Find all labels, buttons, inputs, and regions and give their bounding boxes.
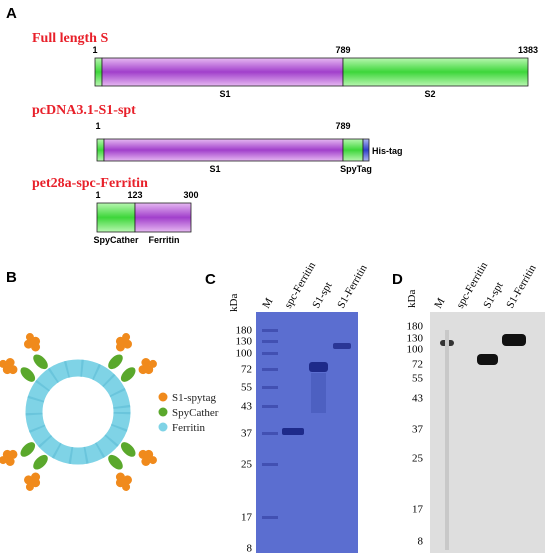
marker-label: 100 [407, 344, 424, 356]
position: 1 [95, 121, 100, 131]
lane-label: M [260, 296, 275, 311]
marker-label: 43 [241, 401, 253, 413]
panel-label: D [392, 271, 403, 288]
position: 300 [183, 190, 198, 200]
domain-label: SpyTag [340, 164, 372, 174]
unit-label: kDa [228, 294, 240, 312]
legend-swatch [158, 422, 168, 432]
unit-label: kDa [406, 290, 418, 308]
marker-label: 37 [412, 424, 424, 436]
domain-label: S1 [219, 89, 230, 99]
panel-label: B [6, 269, 17, 286]
blot [430, 312, 545, 553]
marker-label: 130 [236, 336, 253, 348]
marker-label: 17 [241, 512, 253, 524]
legend-label: Ferritin [172, 422, 205, 434]
marker-label: 55 [412, 373, 424, 385]
domain-label: S1 [209, 164, 220, 174]
domain-label: His-tag [372, 146, 403, 156]
legend-swatch [158, 407, 168, 417]
marker-label: 25 [241, 459, 253, 471]
marker-label: 37 [241, 428, 253, 440]
position: 123 [127, 190, 142, 200]
lane-label: S1-Ferritin [504, 262, 539, 310]
construct-bar [96, 138, 370, 162]
marker-labels: 180 130 100 72 55 43 37 25 17 8 [236, 325, 253, 555]
marker-label: 43 [412, 393, 424, 405]
construct-bar [94, 57, 529, 87]
position: 1 [92, 45, 97, 55]
ferritin-diagram [0, 330, 160, 494]
lane-label: S1-spt [481, 280, 505, 310]
construct-bar [96, 202, 192, 233]
legend-swatch [158, 392, 168, 402]
construct-name: Full length S [32, 31, 108, 46]
marker-label: 55 [241, 382, 253, 394]
position: 789 [335, 121, 350, 131]
position: 1383 [518, 45, 538, 55]
marker-label: 17 [412, 504, 424, 516]
marker-labels: 180 130 100 72 55 43 37 25 17 8 [407, 321, 424, 548]
domain-label: SpyCather [93, 235, 139, 245]
domain-label: S2 [424, 89, 435, 99]
marker-label: 100 [236, 348, 253, 360]
lane-label: S1-spt [310, 280, 334, 310]
marker-label: 8 [418, 536, 424, 548]
marker-label: 180 [236, 325, 253, 337]
domain-label: Ferritin [148, 235, 179, 245]
lane-label: S1-Ferritin [335, 262, 370, 310]
construct-name: pet28a-spc-Ferritin [32, 176, 148, 191]
marker-label: 180 [407, 321, 424, 333]
marker-label: 8 [247, 543, 253, 555]
marker-label: 72 [241, 364, 252, 376]
legend-label: SpyCather [172, 407, 219, 419]
marker-label: 130 [407, 333, 424, 345]
gel [256, 312, 358, 553]
lane-label: M [432, 296, 447, 311]
panel-label: A [6, 5, 17, 22]
construct-name: pcDNA3.1-S1-spt [32, 103, 136, 118]
legend-label: S1-spytag [172, 392, 217, 404]
position: 1 [95, 190, 100, 200]
panel-label: C [205, 271, 216, 288]
marker-label: 25 [412, 453, 424, 465]
position: 789 [335, 45, 350, 55]
marker-label: 72 [412, 359, 423, 371]
